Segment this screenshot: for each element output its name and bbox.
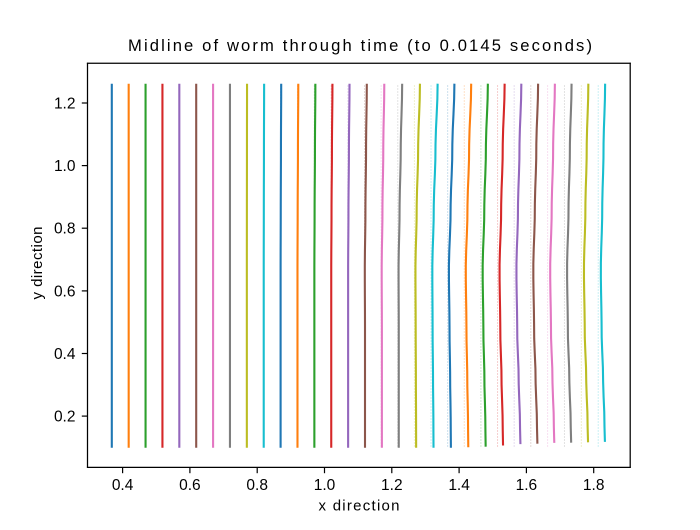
svg-text:y direction: y direction [29, 227, 46, 300]
svg-text:1.2: 1.2 [54, 95, 76, 112]
svg-text:1.2: 1.2 [381, 477, 403, 494]
svg-text:1.0: 1.0 [54, 158, 76, 175]
svg-text:1.8: 1.8 [583, 477, 605, 494]
svg-text:0.4: 0.4 [112, 477, 134, 494]
svg-text:0.2: 0.2 [54, 409, 76, 426]
svg-text:0.4: 0.4 [54, 346, 76, 363]
svg-text:0.6: 0.6 [179, 477, 201, 494]
svg-text:x direction: x direction [319, 498, 400, 515]
svg-text:1.6: 1.6 [516, 477, 538, 494]
svg-text:1.4: 1.4 [448, 477, 470, 494]
svg-text:Midline of worm through time (: Midline of worm through time (to 0.0145 … [128, 36, 592, 55]
svg-text:1.0: 1.0 [314, 477, 336, 494]
svg-text:0.6: 0.6 [54, 283, 76, 300]
svg-text:0.8: 0.8 [246, 477, 268, 494]
svg-text:0.8: 0.8 [54, 221, 76, 238]
